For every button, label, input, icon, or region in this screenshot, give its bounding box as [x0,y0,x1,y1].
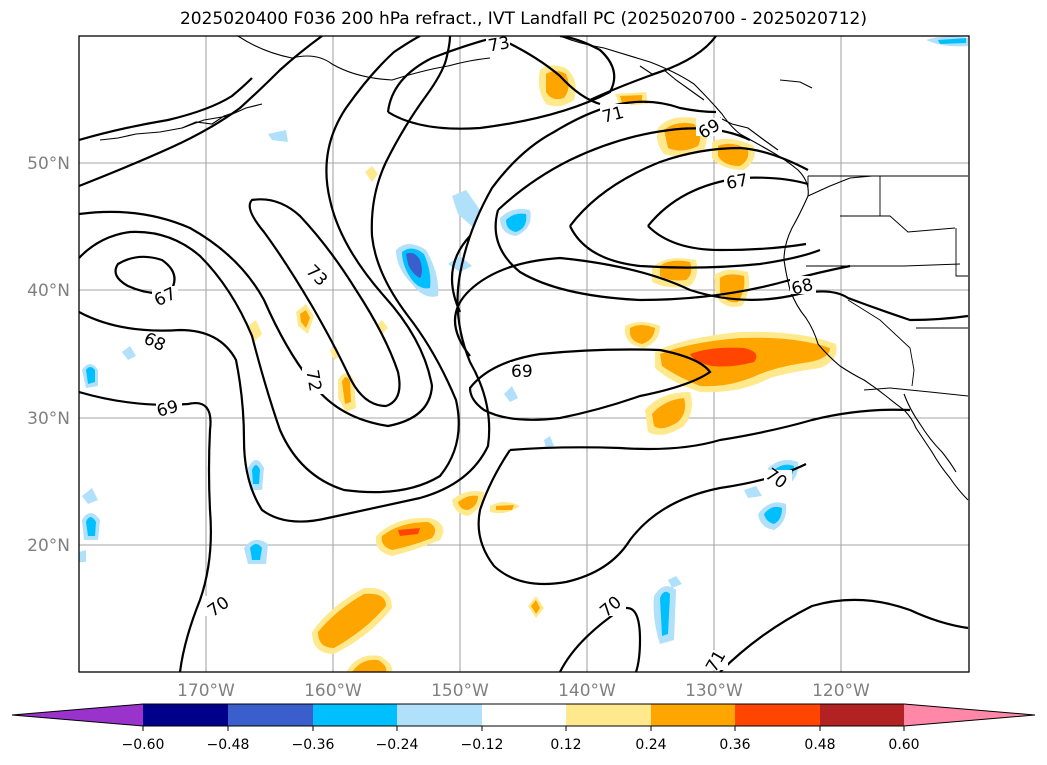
lat-label-50n: 50°N [27,154,70,174]
contour-label: 69 [511,362,533,382]
colorbar-tick-label: 0.12 [550,737,581,753]
colorbar-tick-label: 0.60 [888,737,919,753]
political-borders [806,175,969,397]
colorbar-segment [397,704,482,726]
colorbar-segment [228,704,313,726]
colorbar-tick-label: 0.36 [719,737,750,753]
colorbar-segment [651,704,735,726]
lon-label-140w: 140°W [558,681,616,701]
colorbar-tick-label: 0.48 [804,737,835,753]
contour-label: 73 [487,33,512,56]
colorbar-segment [313,704,397,726]
contour-label: 67 [725,170,750,193]
latitude-labels: 50°N 40°N 30°N 20°N [27,154,70,556]
lon-label-150w: 150°W [431,681,489,701]
colorbar-tick-label: −0.60 [122,737,165,753]
lat-label-40n: 40°N [27,281,70,301]
colorbar-tick-label: −0.12 [461,737,504,753]
contour-label: 73 [302,261,331,290]
lat-label-30n: 30°N [27,409,70,429]
lon-label-120w: 120°W [812,681,870,701]
colorbar-extend-high [904,704,1035,726]
longitude-labels: 170°W 160°W 150°W 140°W 130°W 120°W [177,681,870,701]
lon-label-130w: 130°W [685,681,743,701]
colorbar-tick-label: −0.24 [376,737,419,753]
contour-label: 72 [301,368,324,393]
positive-anomaly-regions [248,65,837,672]
refractivity-contours [79,36,969,672]
colorbar-segment [820,704,904,726]
map-frame [78,35,970,673]
colorbar-segment [482,704,566,726]
map-title: 2025020400 F036 200 hPa refract., IVT La… [179,9,867,29]
negative-anomaly-regions [79,36,968,644]
colorbar-tick-label: −0.36 [292,737,335,753]
colorbar-segment [566,704,651,726]
colorbar: −0.60 −0.48 −0.36 −0.24 −0.12 0.12 0.24 … [11,703,1036,753]
colorbar-extend-low [12,704,143,726]
colorbar-tick-label: −0.48 [207,737,250,753]
colorbar-segment [735,704,820,726]
colorbar-segment [143,704,228,726]
colorbar-tick-label: 0.24 [635,737,666,753]
lon-label-170w: 170°W [177,681,235,701]
lon-label-160w: 160°W [304,681,362,701]
lat-label-20n: 20°N [27,536,70,556]
